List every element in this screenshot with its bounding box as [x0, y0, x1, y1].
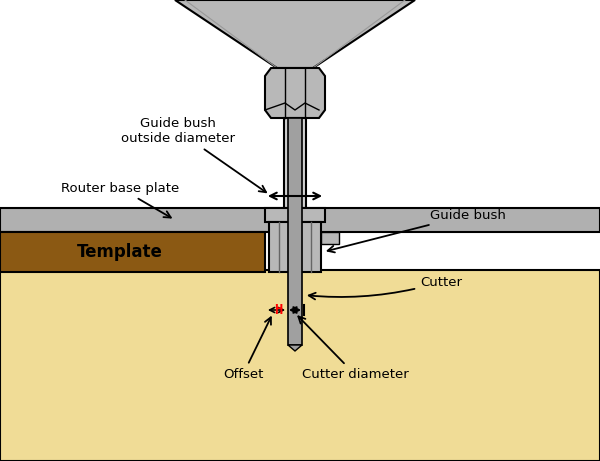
- Bar: [0, 270, 600, 461]
- Bar: [269, 222, 321, 272]
- Text: Router base plate: Router base plate: [61, 182, 179, 218]
- Text: Guide bush
outside diameter: Guide bush outside diameter: [121, 117, 266, 192]
- Polygon shape: [175, 0, 415, 68]
- Text: Offset: Offset: [223, 317, 271, 381]
- Bar: [288, 118, 302, 345]
- Text: Cutter: Cutter: [309, 276, 462, 299]
- Polygon shape: [265, 68, 325, 118]
- Bar: [0, 208, 600, 232]
- Polygon shape: [288, 345, 302, 351]
- Text: H: H: [274, 303, 282, 317]
- Bar: [0, 232, 265, 272]
- Text: Cutter diameter: Cutter diameter: [298, 316, 409, 381]
- Bar: [321, 232, 339, 244]
- Text: Guide bush: Guide bush: [328, 208, 506, 252]
- Bar: [284, 118, 306, 208]
- Bar: [265, 208, 325, 222]
- Text: Template: Template: [77, 243, 163, 261]
